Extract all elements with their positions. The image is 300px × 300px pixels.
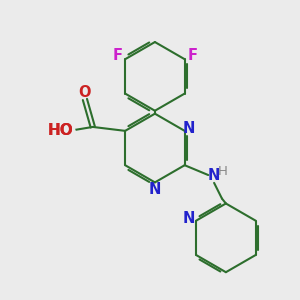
Text: N: N <box>182 122 195 136</box>
Text: N: N <box>149 182 161 197</box>
Text: HO: HO <box>47 123 73 138</box>
Text: HO: HO <box>47 123 73 138</box>
Text: F: F <box>112 48 122 63</box>
Text: N: N <box>183 211 195 226</box>
Text: O: O <box>79 85 91 100</box>
Text: N: N <box>208 167 220 182</box>
Text: F: F <box>188 48 197 63</box>
Text: H: H <box>218 165 228 178</box>
